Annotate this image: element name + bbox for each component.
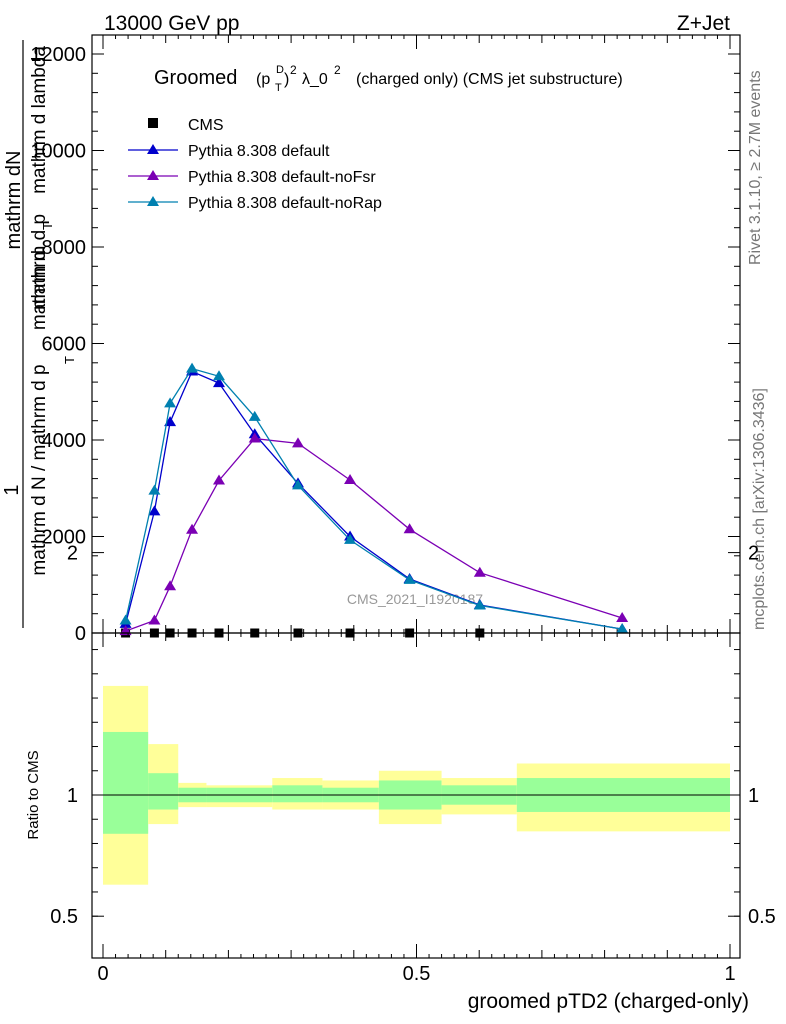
- ratio-ytick-label-right: 1: [748, 785, 759, 807]
- title-tail: (charged only) (CMS jet substructure): [356, 71, 623, 88]
- main-ytick-label: 10000: [30, 141, 86, 163]
- ratio-panel: 0.5 0.51 12 2 0 0.5 1 Ratio to CMS groomed pT…: [25, 543, 776, 1013]
- ratio-ytick-label: 2: [67, 543, 78, 565]
- title-paren-open: (p: [256, 71, 270, 88]
- ylabel-den-3: mathrm d lambda: [29, 46, 50, 194]
- title-sup-d: D: [276, 64, 284, 76]
- ylabel-den-1: mathrm d N / mathrm d p: [29, 364, 50, 575]
- ratio-ytick-label-right: 0.5: [748, 906, 776, 928]
- ylabel-num-1: 1: [1, 484, 23, 495]
- series-point-3: [403, 573, 416, 584]
- legend-marker: [147, 170, 159, 180]
- series-point-2: [291, 437, 304, 448]
- series-point-2: [248, 432, 261, 443]
- series-point-1: [148, 505, 161, 516]
- series-point-2: [212, 474, 225, 485]
- main-ytick-label: 0: [75, 623, 86, 645]
- title-lambda: λ_0: [302, 71, 328, 88]
- title-main: Groomed: [154, 67, 237, 89]
- series-point-1: [212, 377, 225, 388]
- legend-label: Pythia 8.308 default-noRap: [188, 195, 382, 212]
- series-point-2: [164, 580, 177, 591]
- ratio-ytick-label: 0.5: [50, 906, 78, 928]
- ratio-band-inner: [148, 773, 179, 810]
- x-tick-label: 1: [724, 963, 735, 985]
- series-point-3: [344, 533, 357, 544]
- main-ytick-label: 8000: [42, 237, 87, 259]
- legend-label: Pythia 8.308 default: [188, 143, 330, 160]
- series-point-3: [473, 599, 486, 610]
- main-ytick-label: 12000: [30, 44, 86, 66]
- ratio-bands: [103, 685, 730, 885]
- series-point-3: [291, 479, 304, 490]
- x-axis-label: groomed pTD2 (charged-only): [468, 990, 749, 1013]
- legend-marker: [147, 144, 159, 154]
- main-ytick-label: 4000: [42, 430, 87, 452]
- x-axis: 0 0.5 1: [97, 633, 736, 985]
- ratio-frame: [91, 632, 741, 959]
- ratio-ytick-label-right: 2: [748, 543, 759, 565]
- ylabel-den-1-sub: T: [62, 356, 77, 364]
- legend-label: CMS: [188, 117, 224, 134]
- ratio-y-axis: 0.5 0.5 1 1 2 2: [50, 543, 776, 929]
- series-point-3: [186, 362, 199, 373]
- main-ytick-label: 2000: [42, 527, 87, 549]
- title-paren-close: ): [284, 71, 289, 88]
- series-point-2: [403, 523, 416, 534]
- ylabel-den-2: mathrm d p: [29, 214, 50, 310]
- title-sup-2: 2: [290, 63, 297, 77]
- series-point-3: [616, 623, 629, 634]
- x-tick-label: 0: [97, 963, 108, 985]
- ratio-y-label: Ratio to CMS: [25, 750, 42, 839]
- series-point-3: [212, 370, 225, 381]
- ylabel-den-2-sub: T: [40, 222, 55, 230]
- energy-label: 13000 GeV pp: [104, 12, 239, 35]
- series-point-3: [148, 484, 161, 495]
- legend-marker-cms: [148, 118, 158, 128]
- rivet-label: Rivet 3.1.10, ≥ 2.7M events: [747, 70, 764, 265]
- series-point-2: [473, 566, 486, 577]
- ylabel-den-mid: mathrm d: [29, 250, 50, 330]
- series-point-3: [248, 410, 261, 421]
- ratio-ytick-label: 1: [67, 785, 78, 807]
- series-point-2: [616, 612, 629, 623]
- legend: CMS Pythia 8.308 default Pythia 8.308 defa…: [128, 117, 382, 212]
- series-point-2: [344, 474, 357, 485]
- ylabel-num-2: mathrm dN: [3, 151, 25, 250]
- ratio-band-inner: [272, 785, 323, 803]
- main-y-axis-label: 1 mathrm dN mathrm d N / mathrm d p T ma…: [1, 40, 77, 628]
- title-lambda-sup: 2: [334, 63, 341, 77]
- process-label: Z+Jet: [677, 12, 730, 35]
- series-point-3: [119, 614, 132, 625]
- legend-marker: [147, 196, 159, 206]
- legend-label: Pythia 8.308 default-noFsr: [188, 169, 376, 186]
- ratio-band-inner: [103, 731, 149, 834]
- main-ytick-label: 6000: [42, 334, 87, 356]
- series-point-2: [186, 523, 199, 534]
- x-tick-label: 0.5: [403, 963, 431, 985]
- series-point-2: [148, 614, 161, 625]
- title-sub-t: T: [275, 82, 282, 94]
- main-y-axis: 0 2000 4000 6000 8000 10000 12000: [30, 35, 740, 645]
- source-label: mcplots.cern.ch [arXiv:1306.3436]: [751, 388, 768, 630]
- series-point-3: [164, 397, 177, 408]
- plot-title: Groomed (p D T ) 2 λ_0 2 (charged only) …: [154, 63, 623, 94]
